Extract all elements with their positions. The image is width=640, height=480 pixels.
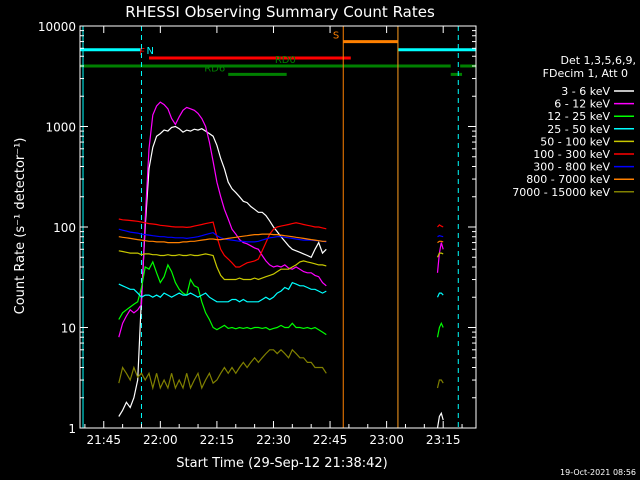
footer-date: 19-Oct-2021 08:56: [560, 468, 636, 477]
y-tick-label: 10000: [38, 20, 76, 34]
legend-label-50-100-kev: 50 - 100 keV: [540, 135, 610, 148]
x-tick-label: 23:15: [426, 433, 461, 447]
flag-label-s: S: [333, 31, 339, 42]
series-12-25-kev-seg-1: [436, 321, 444, 338]
chart-title: RHESSI Observing Summary Count Rates: [125, 3, 435, 21]
y-tick-label: 100: [53, 221, 76, 235]
legend-header-line-2: FDecim 1, Att 0: [543, 67, 628, 80]
y-tick-label: 10: [61, 322, 76, 336]
x-tick-label: 22:15: [200, 433, 235, 447]
flag-label-rd6: RD6: [204, 63, 225, 74]
x-tick-label: 21:45: [86, 433, 121, 447]
flag-label-n: N: [146, 46, 153, 57]
legend-label-6-12-kev: 6 - 12 keV: [554, 98, 610, 111]
series-7000-15000-kev-seg-1: [436, 379, 444, 389]
legend-label-300-800-kev: 300 - 800 keV: [533, 161, 610, 174]
series-100-300-kev-seg-0: [118, 218, 327, 268]
y-axis-label: Count Rate (s⁻¹ detector⁻¹): [13, 138, 28, 315]
x-tick-label: 22:30: [256, 433, 291, 447]
series-800-7000-kev-seg-0: [118, 233, 327, 244]
legend-label-3-6-kev: 3 - 6 keV: [561, 85, 610, 98]
x-tick-label: 23:00: [369, 433, 404, 447]
legend-label-800-7000-kev: 800 - 7000 keV: [526, 173, 610, 186]
legend-label-12-25-kev: 12 - 25 keV: [547, 110, 610, 123]
series-6-12-kev-seg-1: [436, 242, 444, 273]
series-25-50-kev-seg-0: [118, 281, 327, 303]
flag-label-f: F: [139, 47, 145, 58]
series-6-12-kev-seg-0: [118, 101, 327, 338]
x-axis-label: Start Time (29-Sep-12 21:38:42): [176, 456, 387, 471]
series-50-100-kev-seg-1: [436, 252, 444, 258]
y-axis-ticks: 1 10 100 1000 10000: [38, 20, 476, 436]
series-3-6-kev-seg-1: [436, 411, 444, 429]
series-300-800-kev-seg-0: [118, 228, 327, 243]
y-tick-label: 1000: [45, 121, 76, 135]
series-100-300-kev-seg-1: [437, 224, 444, 228]
x-tick-label: 22:00: [143, 433, 178, 447]
series-lines: [118, 101, 444, 429]
series-800-7000-kev-seg-1: [437, 240, 444, 244]
series-7000-15000-kev-seg-0: [118, 348, 327, 391]
legend: Det 1,3,5,6,9, FDecim 1, Att 0 3 - 6 keV…: [512, 54, 636, 199]
legend-label-25-50-kev: 25 - 50 keV: [547, 123, 610, 136]
legend-label-100-300-kev: 100 - 300 keV: [533, 148, 610, 161]
series-12-25-kev-seg-0: [118, 260, 327, 336]
series-25-50-kev-seg-1: [436, 292, 444, 298]
series-300-800-kev-seg-1: [437, 235, 444, 238]
flag-label-rd0: RD0: [275, 55, 296, 66]
x-axis-ticks: 21:45 22:00 22:15 22:30 22:45 23:00 23:15: [84, 26, 463, 447]
x-tick-label: 22:45: [313, 433, 348, 447]
legend-header-line-1: Det 1,3,5,6,9,: [560, 54, 636, 67]
legend-label-7000-15000-kev: 7000 - 15000 keV: [512, 186, 610, 199]
series-50-100-kev-seg-0: [118, 250, 327, 281]
y-tick-label: 1: [68, 422, 76, 436]
series-3-6-kev-seg-0: [118, 125, 327, 417]
